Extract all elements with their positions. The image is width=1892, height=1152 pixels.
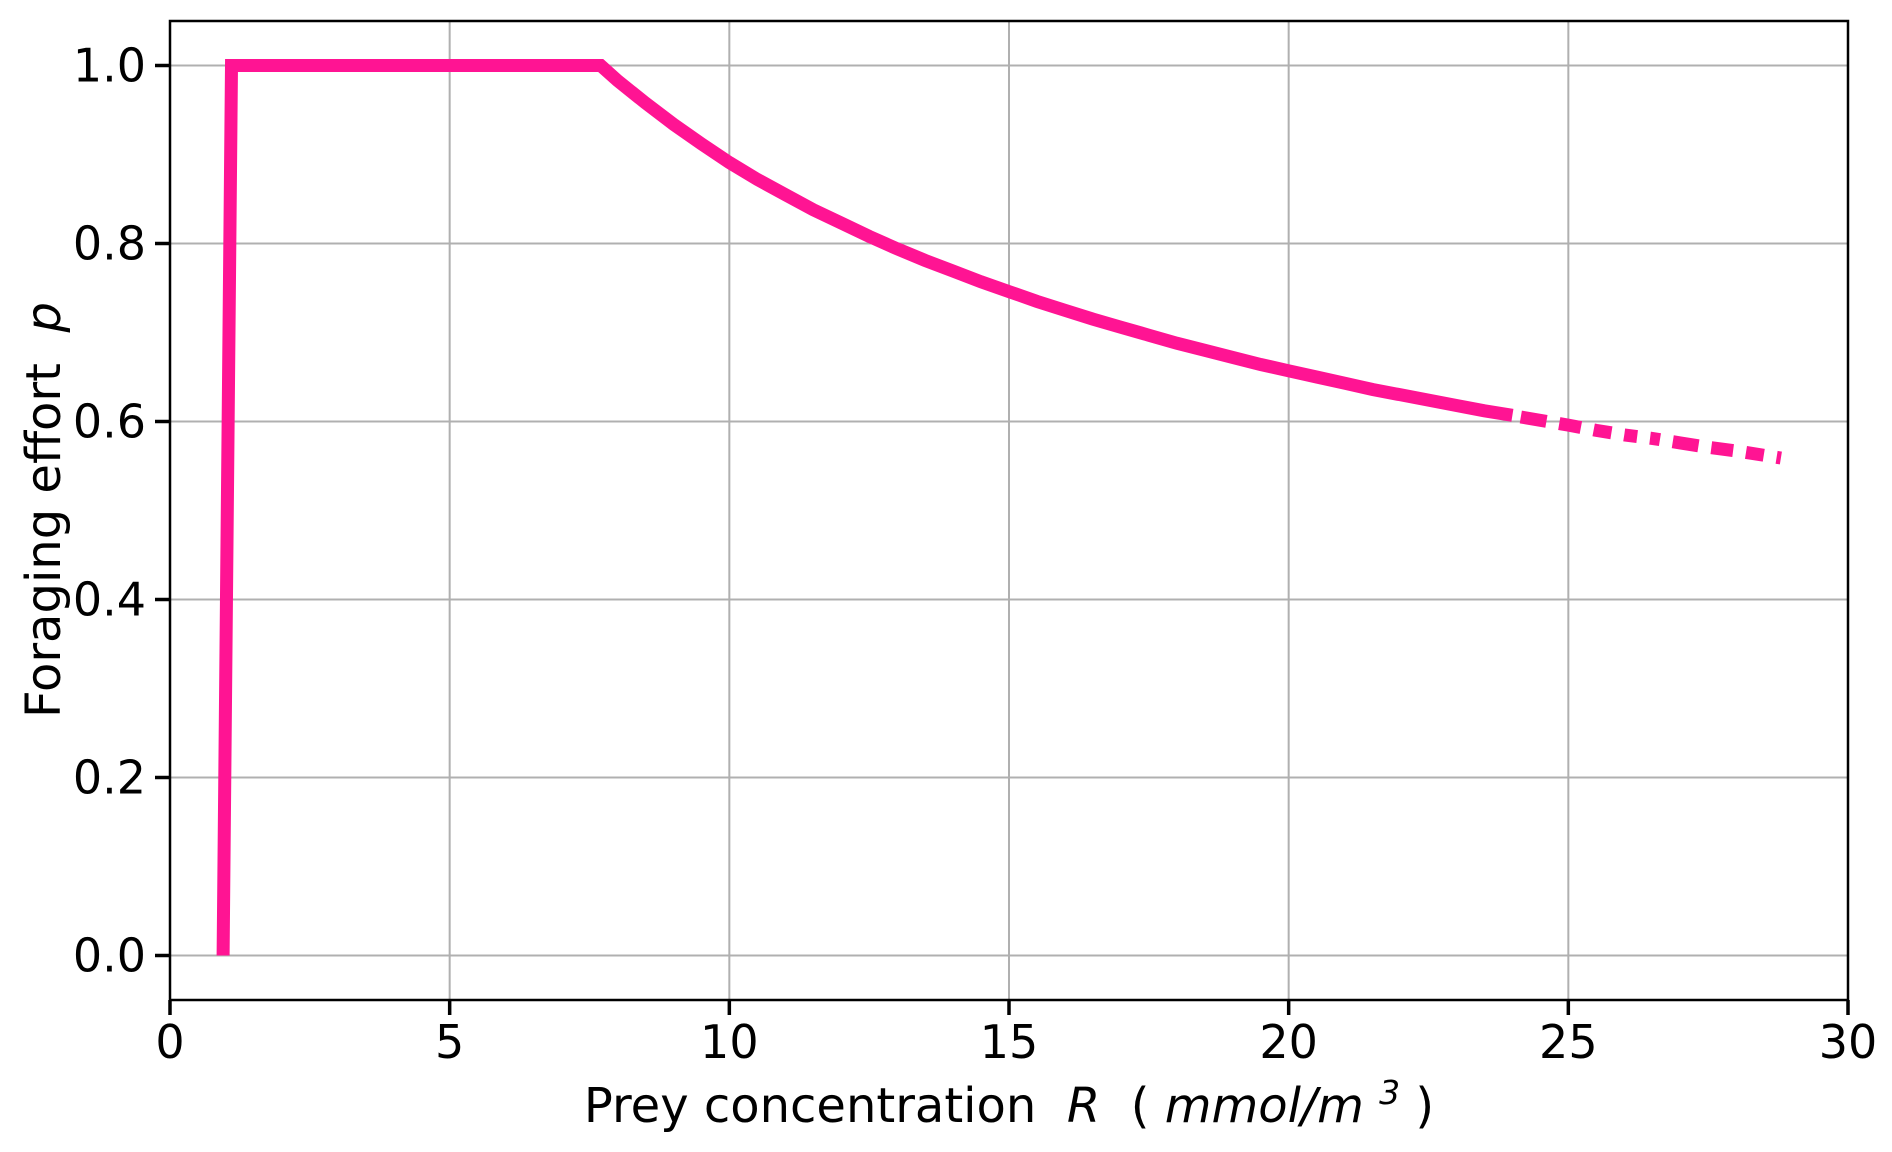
y-axis-tick-label: 0.6	[73, 395, 146, 449]
ylabel-variable: p	[16, 302, 72, 333]
foraging-effort-curve-dashed	[1519, 410, 1782, 465]
xlabel-superscript: 3	[1379, 1073, 1400, 1112]
x-axis-tick-label: 5	[435, 1015, 464, 1069]
x-axis-label: Prey concentration R ( mmol/m 3 )	[584, 1060, 1434, 1134]
y-axis-tick-label: 0.0	[73, 929, 146, 983]
x-axis-tick-label: 10	[700, 1015, 759, 1069]
tick-labels: 0 5 10 15 20 25 30 0.0 0.2 0.4 0.6 0.8 1.0	[73, 39, 1877, 1070]
axis-ticks	[155, 63, 1850, 1015]
gridlines	[169, 21, 1849, 1000]
x-axis-tick-label: 15	[980, 1015, 1039, 1069]
y-axis-label: Foraging effort p	[16, 302, 72, 718]
xlabel-variable: R	[1067, 1078, 1100, 1134]
y-axis-tick-label: 0.2	[73, 751, 146, 805]
xlabel-paren-open: (	[1115, 1078, 1149, 1134]
xlabel-paren-close: )	[1415, 1078, 1434, 1134]
xlabel-units: mmol/m	[1165, 1078, 1364, 1134]
x-axis-tick-label: 0	[155, 1015, 184, 1069]
ylabel-text: Foraging effort	[16, 348, 72, 718]
x-axis-tick-label: 30	[1819, 1015, 1878, 1069]
x-axis-tick-label: 20	[1259, 1015, 1318, 1069]
y-axis-tick-label: 0.4	[73, 573, 146, 627]
foraging-effort-curve-solid	[216, 59, 1514, 956]
y-axis-tick-label: 1.0	[73, 39, 146, 93]
y-axis-tick-label: 0.8	[73, 217, 146, 271]
x-axis-tick-label: 25	[1539, 1015, 1598, 1069]
series	[216, 59, 1782, 956]
xlabel-text: Prey concentration	[584, 1078, 1052, 1134]
